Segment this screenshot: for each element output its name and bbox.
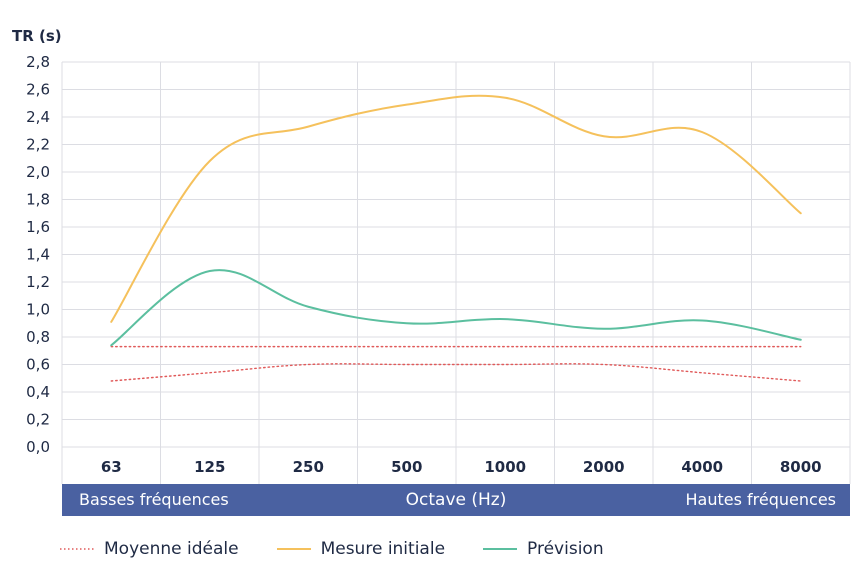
y-tick-label: 2,4 [26,108,50,126]
x-tick-label: 500 [391,458,422,476]
y-tick-label: 0,4 [26,383,50,401]
x-tick-label: 63 [101,458,122,476]
y-tick-label: 2,2 [26,136,50,154]
x-tick-label: 2000 [583,458,625,476]
legend-item-ideal: Moyenne idéale [60,539,239,559]
series-lines [110,94,802,382]
chart-area: 0,0 0,2 0,4 0,6 0,8 1,0 1,2 1,4 1,6 1,8 2,0 2,2 2,4 2… [26,53,851,484]
y-tick-label: 1,4 [26,246,50,264]
legend-label-ideal: Moyenne idéale [104,539,239,559]
legend-item-initial: Mesure initiale [276,539,446,559]
legend-label-initial: Mesure initiale [320,539,446,559]
series-line-2 [110,94,802,323]
legend-swatch-forecast [483,548,518,550]
legend-label-forecast: Prévision [527,539,604,559]
high-frequencies-label: Hautes fréquences [685,490,836,509]
x-axis-band: Basses fréquences Octave (Hz) Hautes fré… [62,484,850,516]
x-tick-label: 4000 [681,458,723,476]
series-line-1 [110,363,802,382]
low-frequencies-label: Basses fréquences [79,490,229,509]
y-tick-label: 1,2 [26,273,50,291]
y-tick-label: 0,0 [26,438,50,456]
y-tick-labels: 0,0 0,2 0,4 0,6 0,8 1,0 1,2 1,4 1,6 1,8 2,0 2,2 2,4 2… [26,53,50,456]
y-tick-label: 0,8 [26,328,50,346]
y-tick-label: 0,6 [26,356,50,374]
y-tick-label: 1,8 [26,191,50,209]
y-tick-label: 0,2 [26,411,50,429]
legend: Moyenne idéale Mesure initiale Prévision [60,538,642,560]
x-tick-label: 1000 [484,458,526,476]
y-tick-label: 2,0 [26,163,50,181]
x-tick-label: 125 [194,458,225,476]
legend-swatch-ideal [60,548,94,550]
y-tick-label: 2,8 [26,53,50,71]
y-tick-label: 1,0 [26,301,50,319]
x-axis-label: Octave (Hz) [405,490,507,510]
x-tick-label: 250 [293,458,324,476]
legend-swatch-initial [276,548,311,550]
y-tick-label: 1,6 [26,218,50,236]
y-tick-label: 2,6 [26,81,50,99]
series-line-3 [110,269,802,347]
grid [61,61,851,484]
x-tick-labels: 63 125 250 500 1000 2000 4000 8000 [101,458,822,476]
y-axis-label: TR (s) [12,27,62,45]
x-tick-label: 8000 [780,458,822,476]
legend-item-forecast: Prévision [483,539,604,559]
